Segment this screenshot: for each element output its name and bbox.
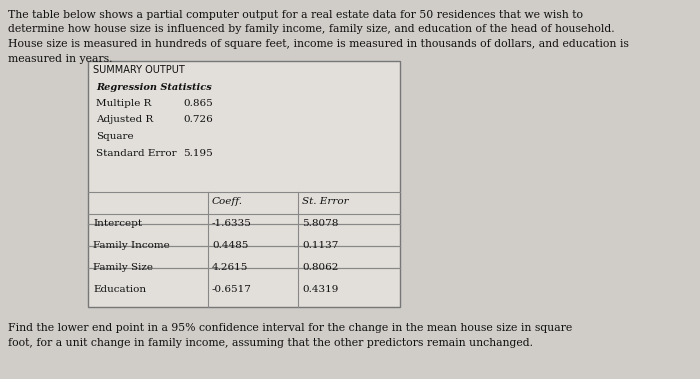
Text: 0.1137: 0.1137 xyxy=(302,241,338,250)
Text: Education: Education xyxy=(93,285,146,294)
Text: Square: Square xyxy=(96,132,134,141)
Text: 4.2615: 4.2615 xyxy=(212,263,248,272)
Text: Family Size: Family Size xyxy=(93,263,153,272)
Text: measured in years.: measured in years. xyxy=(8,53,113,64)
Text: House size is measured in hundreds of square feet, income is measured in thousan: House size is measured in hundreds of sq… xyxy=(8,39,629,49)
Text: -0.6517: -0.6517 xyxy=(212,285,252,294)
Text: 0.726: 0.726 xyxy=(183,116,213,124)
Text: 5.195: 5.195 xyxy=(183,149,213,158)
Bar xyxy=(88,61,400,307)
Text: 0.4319: 0.4319 xyxy=(302,285,338,294)
Text: 5.8078: 5.8078 xyxy=(302,219,338,228)
Text: 0.865: 0.865 xyxy=(183,99,213,108)
Text: Family Income: Family Income xyxy=(93,241,169,250)
Text: 0.8062: 0.8062 xyxy=(302,263,338,272)
Text: foot, for a unit change in family income, assuming that the other predictors rem: foot, for a unit change in family income… xyxy=(8,338,533,348)
Text: Find the lower end point in a 95% confidence interval for the change in the mean: Find the lower end point in a 95% confid… xyxy=(8,323,573,333)
Text: Regression Statistics: Regression Statistics xyxy=(96,83,211,92)
Text: 0.4485: 0.4485 xyxy=(212,241,248,250)
Text: Multiple R: Multiple R xyxy=(96,99,151,108)
Text: -1.6335: -1.6335 xyxy=(212,219,252,228)
Text: Adjusted R: Adjusted R xyxy=(96,116,153,124)
Text: determine how house size is influenced by family income, family size, and educat: determine how house size is influenced b… xyxy=(8,25,615,34)
Text: Standard Error: Standard Error xyxy=(96,149,176,158)
Text: Coeff.: Coeff. xyxy=(212,197,243,206)
Text: The table below shows a partial computer output for a real estate data for 50 re: The table below shows a partial computer… xyxy=(8,10,583,20)
Text: Intercept: Intercept xyxy=(93,219,142,228)
Text: SUMMARY OUTPUT: SUMMARY OUTPUT xyxy=(93,65,185,75)
Text: St. Error: St. Error xyxy=(302,197,349,206)
